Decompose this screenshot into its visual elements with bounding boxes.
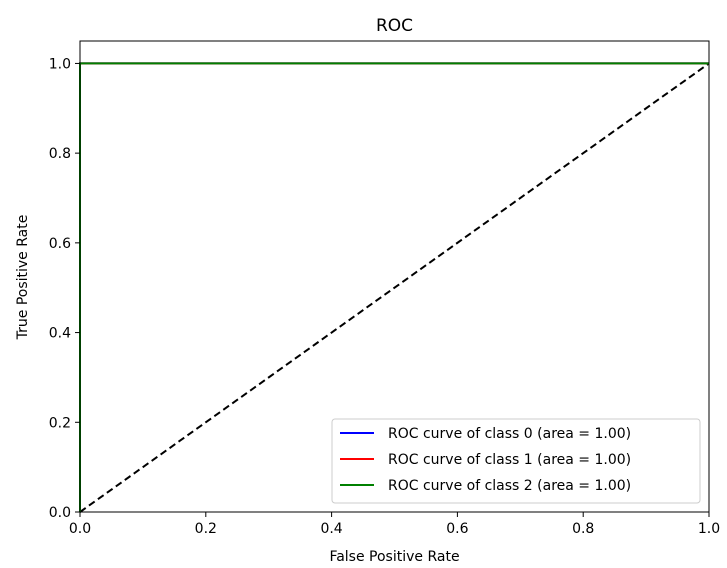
y-tick-label: 0.0 <box>49 505 71 521</box>
x-tick-label: 0.2 <box>195 521 217 537</box>
plot-frame <box>79 40 710 513</box>
legend-label-class-2: ROC curve of class 2 (area = 1.00) <box>388 478 631 494</box>
x-tick-label: 0.0 <box>69 521 91 537</box>
legend-box <box>331 418 701 504</box>
y-tick-label: 0.4 <box>49 326 71 342</box>
x-tick-label: 1.0 <box>698 521 720 537</box>
diagonal-reference-line <box>79 62 710 513</box>
y-tick-label: 0.6 <box>49 236 71 252</box>
chart-title: ROC <box>376 16 413 36</box>
x-tick-label: 0.8 <box>572 521 594 537</box>
legend-label-class-1: ROC curve of class 1 (area = 1.00) <box>388 452 631 468</box>
y-tick-label: 0.2 <box>49 415 71 431</box>
y-axis-label: True Positive Rate <box>15 215 31 341</box>
y-tick-label: 0.8 <box>49 146 71 162</box>
y-tick-label: 1.0 <box>49 56 71 72</box>
x-axis-label: False Positive Rate <box>329 549 459 565</box>
legend-label-class-0: ROC curve of class 0 (area = 1.00) <box>388 426 631 442</box>
x-tick-label: 0.4 <box>320 521 342 537</box>
x-tick-label: 0.6 <box>446 521 468 537</box>
legend: ROC curve of class 0 (area = 1.00) ROC cu… <box>331 418 701 504</box>
